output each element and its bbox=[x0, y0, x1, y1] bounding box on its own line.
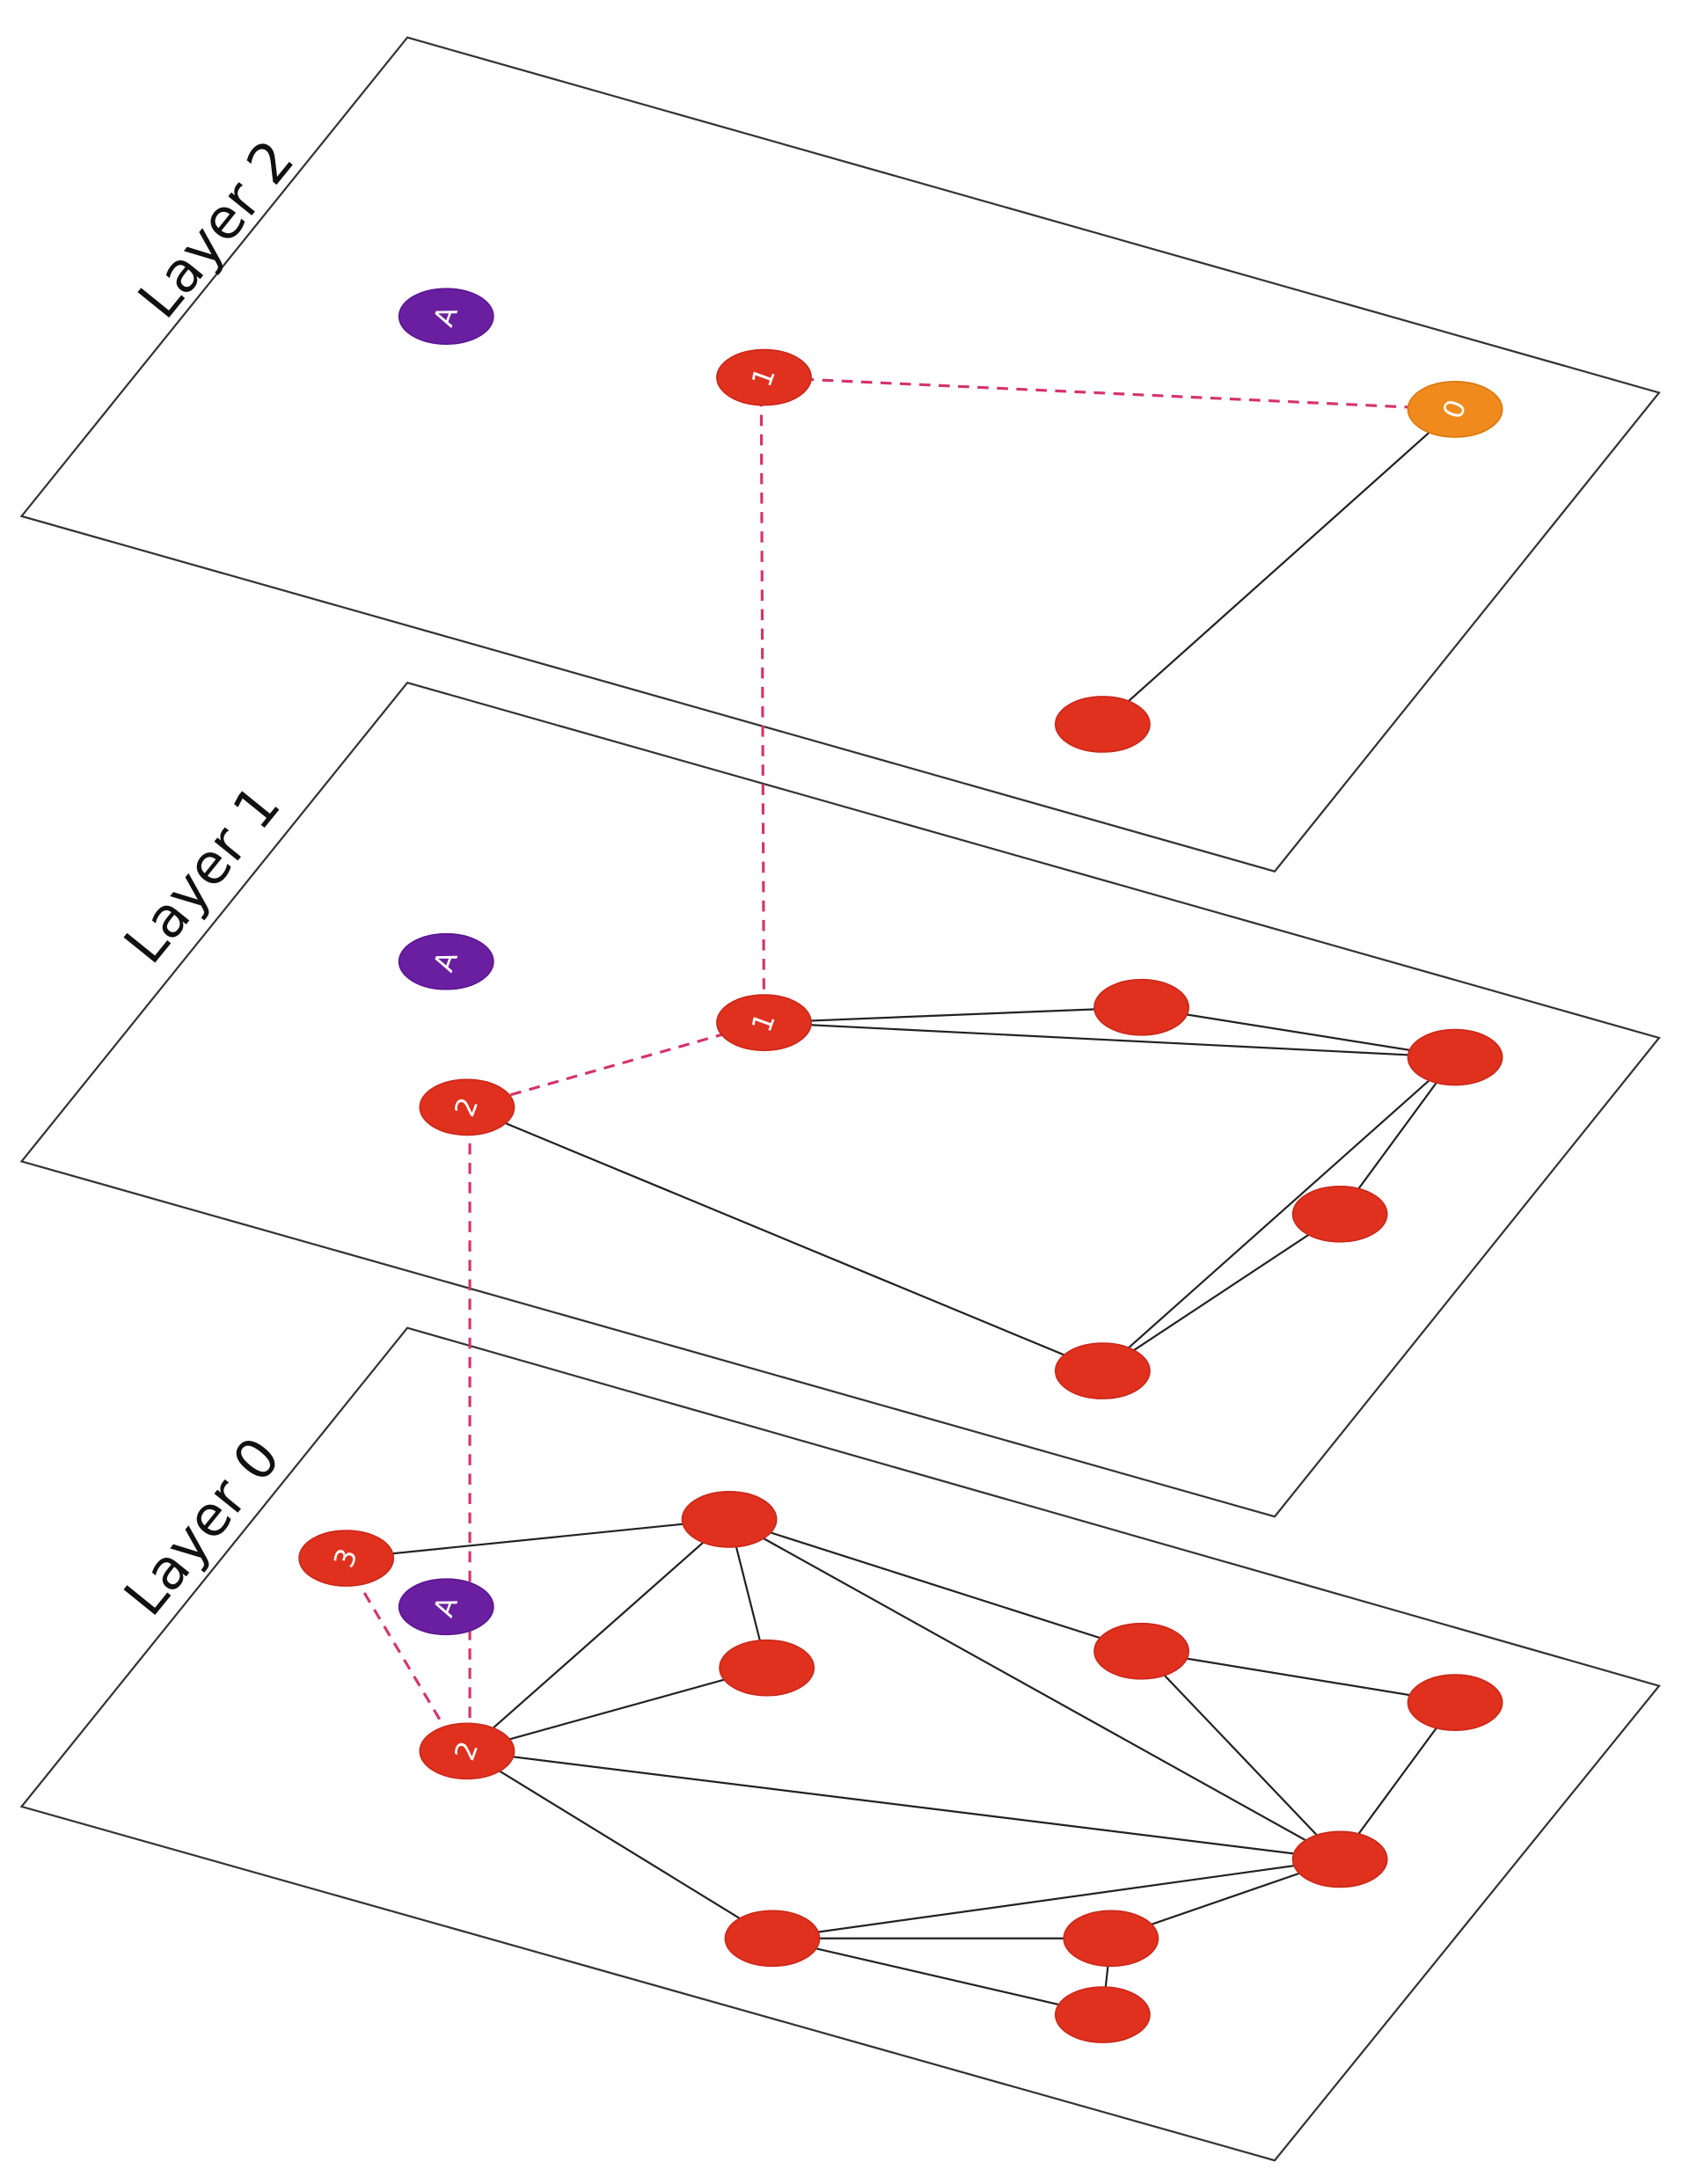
edge bbox=[466, 1106, 1103, 1372]
node bbox=[1063, 1910, 1159, 1968]
node bbox=[716, 994, 812, 1051]
search-edge bbox=[362, 1592, 443, 1725]
node bbox=[1291, 1185, 1388, 1243]
node bbox=[419, 1078, 515, 1136]
node bbox=[398, 1578, 494, 1636]
node bbox=[719, 1639, 815, 1697]
layer-plane bbox=[19, 681, 1661, 1518]
edge bbox=[466, 1749, 1341, 1860]
edge bbox=[1101, 1056, 1456, 1372]
node bbox=[1407, 1028, 1503, 1086]
node bbox=[1407, 1674, 1503, 1731]
node bbox=[1093, 978, 1190, 1036]
edge bbox=[728, 1518, 1142, 1653]
edge bbox=[1101, 1213, 1341, 1372]
node bbox=[724, 1910, 821, 1968]
edge bbox=[728, 1518, 1341, 1860]
edge bbox=[764, 1006, 1142, 1024]
node bbox=[716, 348, 812, 406]
search-edge bbox=[466, 1021, 764, 1109]
edge bbox=[1101, 408, 1456, 726]
edge bbox=[1141, 1650, 1456, 1704]
edge bbox=[346, 1518, 730, 1559]
node bbox=[398, 932, 494, 990]
edge bbox=[771, 1858, 1341, 1939]
search-edge bbox=[759, 395, 766, 1023]
node bbox=[398, 288, 494, 346]
node bbox=[1291, 1830, 1388, 1888]
layer-plane bbox=[19, 1326, 1661, 2162]
node bbox=[1093, 1622, 1190, 1680]
node bbox=[298, 1530, 395, 1587]
node bbox=[419, 1722, 515, 1780]
node bbox=[1407, 381, 1503, 438]
node bbox=[1054, 1986, 1151, 2043]
edge bbox=[466, 1667, 767, 1752]
edge bbox=[764, 1021, 1456, 1059]
node bbox=[1054, 696, 1151, 753]
edge bbox=[466, 1518, 730, 1752]
node bbox=[681, 1491, 778, 1548]
edge bbox=[771, 1937, 1103, 2016]
edge bbox=[1140, 1650, 1341, 1860]
edge bbox=[466, 1749, 773, 1939]
node bbox=[1054, 1342, 1151, 1399]
layer-plane bbox=[19, 36, 1661, 873]
search-path bbox=[362, 376, 1456, 1751]
edge bbox=[1141, 1006, 1456, 1059]
